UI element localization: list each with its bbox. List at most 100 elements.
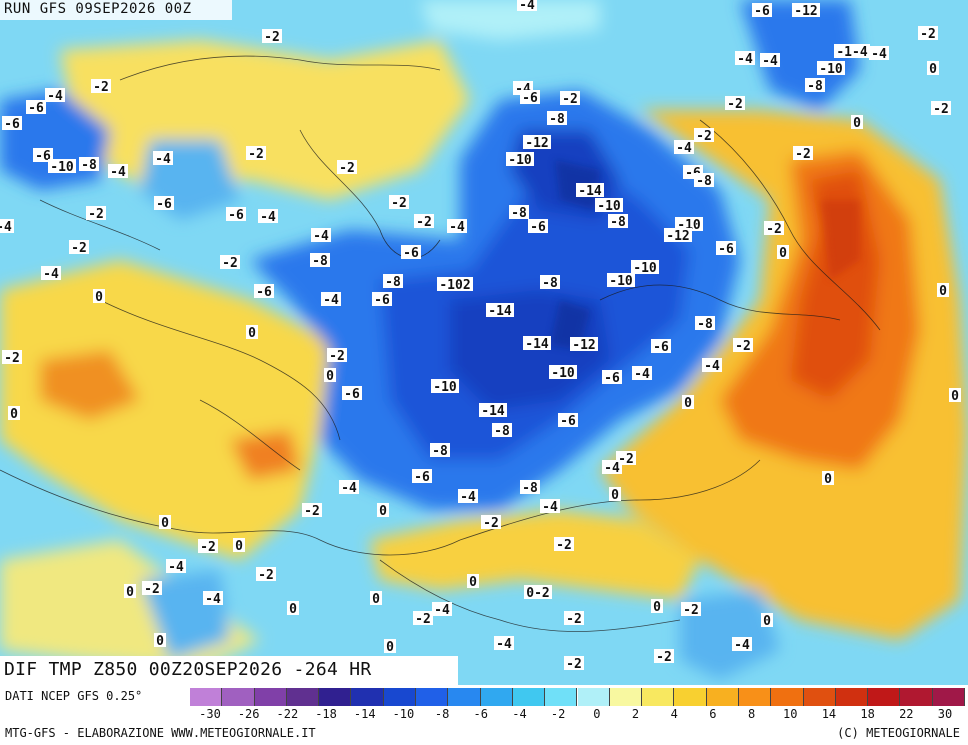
anomaly-value: 0	[853, 116, 861, 131]
anomaly-label: -2	[337, 160, 357, 176]
anomaly-label: -2	[931, 101, 951, 117]
anomaly-value: -4	[542, 500, 558, 515]
anomaly-label: 0	[233, 538, 245, 554]
anomaly-value: -12	[525, 136, 548, 151]
anomaly-label: -6	[716, 241, 736, 257]
anomaly-label: -2	[220, 255, 240, 271]
anomaly-value: -2	[556, 538, 572, 553]
anomaly-label: -10	[431, 379, 459, 395]
anomaly-label: -2	[481, 515, 501, 531]
color-swatch	[383, 688, 417, 706]
scale-tick-label: -18	[315, 707, 337, 721]
anomaly-label: 0	[93, 289, 105, 305]
anomaly-label: 0	[8, 406, 20, 422]
anomaly-value: -2	[735, 339, 751, 354]
anomaly-label: -2	[654, 649, 674, 665]
anomaly-label: -10	[631, 260, 659, 276]
scale-tick-label: 4	[670, 707, 678, 721]
anomaly-label: -8	[694, 173, 714, 189]
anomaly-label: 0	[154, 633, 166, 649]
anomaly-label: -4	[602, 460, 622, 476]
anomaly-value: -2	[144, 582, 160, 597]
anomaly-label: -8	[383, 274, 403, 290]
anomaly-label: -4	[321, 292, 341, 308]
anomaly-value: 0	[386, 640, 394, 655]
anomaly-value: -6	[374, 293, 390, 308]
anomaly-value: -6	[156, 197, 172, 212]
anomaly-value: -6	[522, 91, 538, 106]
anomaly-label: 0	[124, 584, 136, 600]
anomaly-value: -6	[414, 470, 430, 485]
anomaly-value: -4	[260, 210, 276, 225]
anomaly-value: -2	[264, 30, 280, 45]
anomaly-value: 0	[10, 407, 18, 422]
anomaly-label: -6	[2, 116, 22, 132]
anomaly-value: -4	[704, 359, 720, 374]
anomaly-label: -6	[342, 386, 362, 402]
anomaly-value: -4	[737, 52, 753, 67]
anomaly-label: -6	[651, 339, 671, 355]
anomaly-label: -2	[389, 195, 409, 211]
color-swatch	[706, 688, 739, 706]
anomaly-value: -8	[696, 174, 712, 189]
color-swatch	[577, 688, 610, 706]
anomaly-label: -2	[414, 214, 434, 230]
anomaly-value: -2	[795, 147, 811, 162]
anomaly-label: -8	[430, 443, 450, 459]
anomaly-value: -8	[312, 254, 328, 269]
anomaly-label: -8	[310, 253, 330, 269]
credit-right: (C) METEOGIORNALE	[837, 726, 960, 740]
color-swatch	[771, 688, 804, 706]
anomaly-label: -2	[554, 537, 574, 553]
anomaly-label: -2	[764, 221, 784, 237]
color-swatch	[351, 688, 384, 706]
anomaly-label: 0	[159, 515, 171, 531]
anomaly-label: -2	[918, 26, 938, 42]
anomaly-label: 0	[287, 601, 299, 617]
anomaly-value: 0	[929, 62, 937, 77]
anomaly-label: -10	[595, 198, 623, 214]
anomaly-label: -10	[549, 365, 577, 381]
anomaly-value: 0	[939, 284, 947, 299]
anomaly-label: -4	[494, 636, 514, 652]
anomaly-label: 0	[370, 591, 382, 607]
anomaly-value: 0	[824, 472, 832, 487]
anomaly-value: -10	[508, 153, 532, 168]
anomaly-label: -6	[412, 469, 432, 485]
anomaly-label: -2	[262, 29, 282, 45]
anomaly-value: -4	[323, 293, 339, 308]
anomaly-label: 0	[609, 487, 621, 503]
anomaly-value: -2	[88, 207, 104, 222]
anomaly-value: 0	[763, 614, 771, 629]
anomaly-value: -6	[228, 208, 244, 223]
anomaly-label: -4	[458, 489, 478, 505]
anomaly-label: -2	[793, 146, 813, 162]
anomaly-value: 0-2	[526, 586, 549, 601]
anomaly-value: -12	[666, 229, 689, 244]
anomaly-value: -6	[718, 242, 734, 257]
anomaly-value: -14	[525, 337, 549, 352]
anomaly-label: -2	[69, 240, 89, 256]
scale-tick-label: 2	[631, 707, 640, 721]
scale-tick-label: 0	[593, 707, 601, 721]
anomaly-value: -6	[256, 285, 272, 300]
anomaly-value: -2	[562, 92, 578, 107]
anomaly-value: -6	[4, 117, 20, 132]
anomaly-value: -10	[597, 199, 621, 214]
anomaly-label: -2	[564, 611, 584, 627]
anomaly-value: 0	[653, 600, 661, 615]
anomaly-label: -6	[26, 100, 46, 116]
anomaly-label: -4	[108, 164, 128, 180]
anomaly-label: -4	[45, 88, 65, 104]
anomaly-value: 0	[235, 539, 243, 554]
anomaly-value: -4	[871, 47, 887, 62]
anomaly-label: -4	[732, 637, 752, 653]
scale-tick-label: -6	[473, 707, 489, 721]
anomaly-label: -2	[246, 146, 266, 162]
anomaly-value: -4	[460, 490, 476, 505]
anomaly-value: -2	[258, 568, 274, 583]
anomaly-value: -10	[433, 380, 457, 395]
credit-left: MTG-GFS - ELABORAZIONE WWW.METEOGIORNALE…	[5, 726, 316, 740]
run-title-background	[0, 0, 232, 20]
color-swatch	[448, 688, 481, 706]
